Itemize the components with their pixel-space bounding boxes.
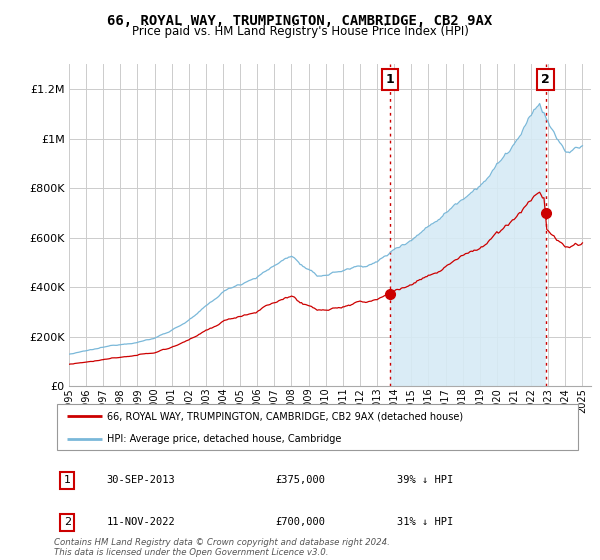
Text: 11-NOV-2022: 11-NOV-2022: [107, 517, 176, 527]
Text: 2: 2: [64, 517, 71, 527]
FancyBboxPatch shape: [56, 404, 578, 450]
Text: 31% ↓ HPI: 31% ↓ HPI: [397, 517, 454, 527]
Text: 66, ROYAL WAY, TRUMPINGTON, CAMBRIDGE, CB2 9AX: 66, ROYAL WAY, TRUMPINGTON, CAMBRIDGE, C…: [107, 14, 493, 28]
Text: 1: 1: [386, 73, 394, 86]
Text: 39% ↓ HPI: 39% ↓ HPI: [397, 475, 454, 485]
Text: Price paid vs. HM Land Registry's House Price Index (HPI): Price paid vs. HM Land Registry's House …: [131, 25, 469, 38]
Text: £375,000: £375,000: [276, 475, 326, 485]
Text: 1: 1: [64, 475, 71, 485]
Text: 2: 2: [541, 73, 550, 86]
Text: £700,000: £700,000: [276, 517, 326, 527]
Text: 30-SEP-2013: 30-SEP-2013: [107, 475, 176, 485]
Text: 66, ROYAL WAY, TRUMPINGTON, CAMBRIDGE, CB2 9AX (detached house): 66, ROYAL WAY, TRUMPINGTON, CAMBRIDGE, C…: [107, 411, 463, 421]
Text: HPI: Average price, detached house, Cambridge: HPI: Average price, detached house, Camb…: [107, 434, 341, 444]
Text: Contains HM Land Registry data © Crown copyright and database right 2024.
This d: Contains HM Land Registry data © Crown c…: [54, 538, 390, 557]
